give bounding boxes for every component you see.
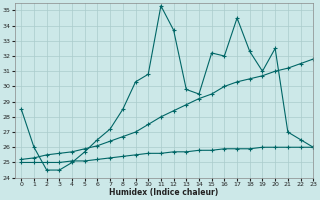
X-axis label: Humidex (Indice chaleur): Humidex (Indice chaleur)	[109, 188, 219, 197]
